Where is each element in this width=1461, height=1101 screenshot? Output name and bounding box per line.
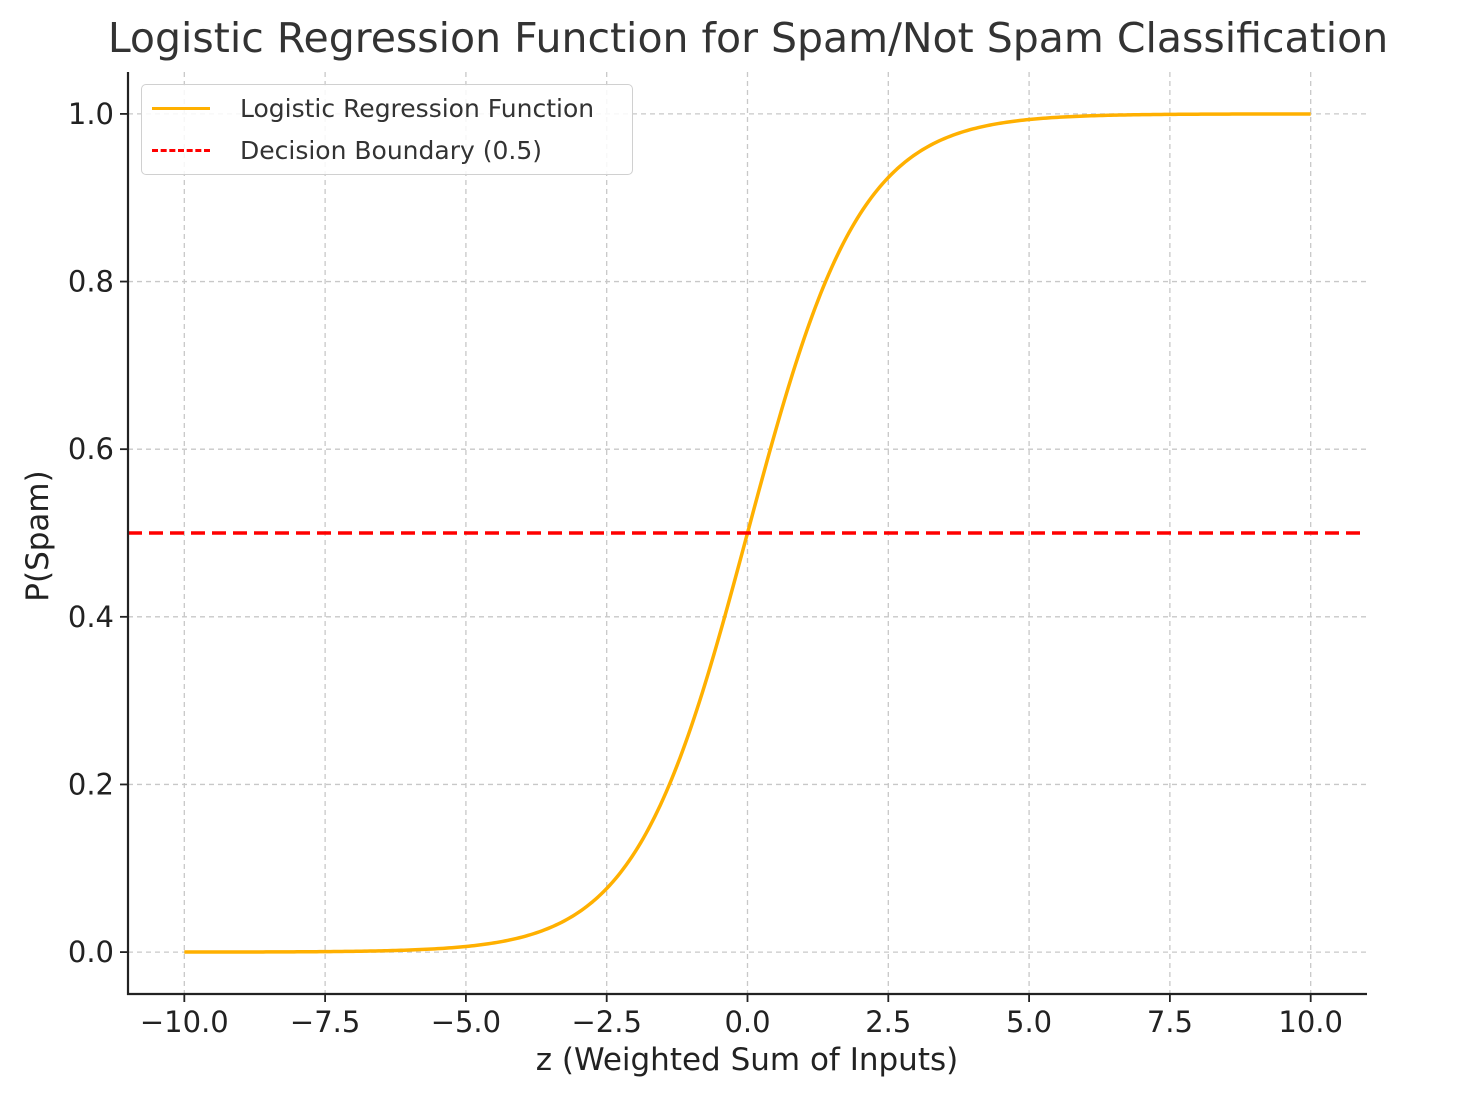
y-tick-label: 0.2 xyxy=(68,767,114,801)
legend-item-boundary: Decision Boundary (0.5) xyxy=(142,135,542,165)
chart-title: Logistic Regression Function for Spam/No… xyxy=(107,14,1389,62)
legend-swatch-boundary xyxy=(152,148,210,152)
x-tick-label: 5.0 xyxy=(1006,1005,1052,1039)
x-tick-label: −5.0 xyxy=(431,1005,501,1039)
y-tick-label: 1.0 xyxy=(68,97,114,131)
x-tick-label: −10.0 xyxy=(140,1005,229,1039)
x-tick-label: 2.5 xyxy=(865,1005,911,1039)
y-tick-label: 0.0 xyxy=(68,935,114,969)
x-tick-label: 7.5 xyxy=(1147,1005,1193,1039)
legend: Logistic Regression Function Decision Bo… xyxy=(141,84,633,175)
legend-label-boundary: Decision Boundary (0.5) xyxy=(240,135,542,165)
y-tick-label: 0.6 xyxy=(68,432,114,466)
x-tick-label: 10.0 xyxy=(1278,1005,1343,1039)
legend-swatch-logistic xyxy=(152,106,210,110)
x-tick-label: −2.5 xyxy=(571,1005,641,1039)
x-tick-label: −7.5 xyxy=(290,1005,360,1039)
y-tick-label: 0.8 xyxy=(68,265,114,299)
y-axis-label: P(Spam) xyxy=(20,470,56,602)
ticks: −10.0 −7.5 −5.0 −2.5 0.0 2.5 5.0 7.5 10.0 0.0 0.2 0… xyxy=(68,97,1343,1039)
x-axis-label: z (Weighted Sum of Inputs) xyxy=(535,1042,959,1078)
y-tick-label: 0.4 xyxy=(68,600,114,634)
legend-label-logistic: Logistic Regression Function xyxy=(240,93,595,123)
legend-item-logistic: Logistic Regression Function xyxy=(142,93,594,123)
series-layer xyxy=(128,112,1367,954)
x-tick-label: 0.0 xyxy=(724,1005,770,1039)
